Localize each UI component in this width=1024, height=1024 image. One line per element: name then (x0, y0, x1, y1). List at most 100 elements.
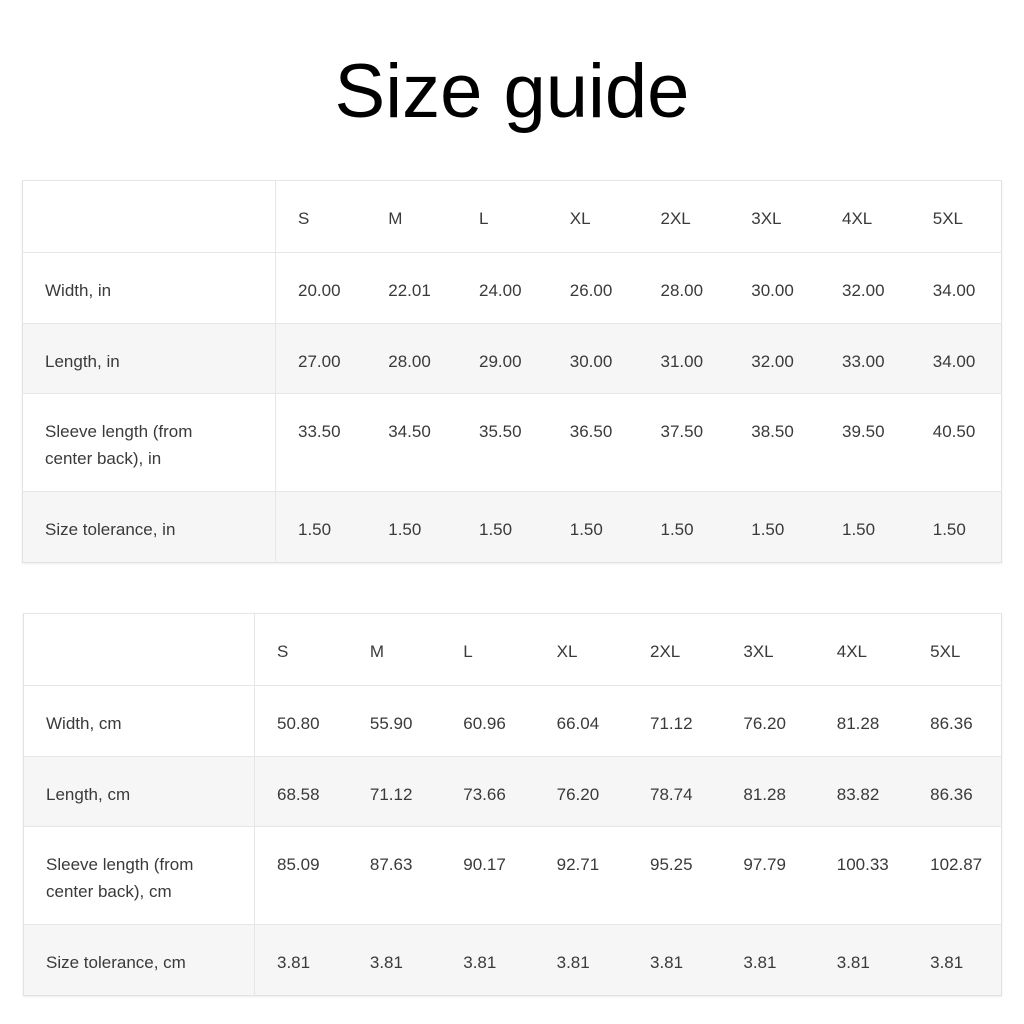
value-cell: 30.00 (729, 252, 820, 324)
value-cell: 28.00 (638, 252, 730, 324)
corner-cell (23, 613, 255, 686)
size-header: XL (547, 180, 639, 253)
table-row: Sleeve length (from center back), cm 85.0… (23, 826, 1002, 925)
value-cell: 81.28 (814, 685, 909, 757)
value-cell: 34.50 (366, 393, 457, 492)
row-label: Sleeve length (from center back), cm (23, 826, 255, 925)
table-row: Length, cm 68.58 71.12 73.66 76.20 78.74 81.28… (23, 756, 1002, 827)
size-header: 4XL (820, 180, 911, 253)
value-cell: 83.82 (814, 756, 909, 827)
value-cell: 24.00 (457, 252, 548, 324)
value-cell: 71.12 (347, 756, 442, 827)
size-table-inches: S M L XL 2XL 3XL 4XL 5XL Width, in 20.00 22.01 24.0… (22, 180, 1002, 563)
row-label: Width, cm (23, 685, 255, 757)
value-cell: 34.00 (910, 323, 1002, 394)
table-row: Size tolerance, in 1.50 1.50 1.50 1.50 1.50 1.… (22, 491, 1002, 563)
table-row: Width, in 20.00 22.01 24.00 26.00 28.00 30.00 3… (22, 252, 1002, 324)
header-row: S M L XL 2XL 3XL 4XL 5XL (23, 613, 1002, 686)
value-cell: 60.96 (441, 685, 535, 757)
size-header: L (457, 180, 548, 253)
value-cell: 55.90 (347, 685, 442, 757)
value-cell: 35.50 (457, 393, 548, 492)
header-row: S M L XL 2XL 3XL 4XL 5XL (22, 180, 1002, 253)
size-header: 2XL (638, 180, 730, 253)
row-label: Size tolerance, cm (23, 924, 255, 996)
value-cell: 38.50 (729, 393, 820, 492)
value-cell: 1.50 (820, 491, 911, 563)
value-cell: 95.25 (628, 826, 722, 925)
value-cell: 27.00 (275, 323, 367, 394)
value-cell: 87.63 (347, 826, 442, 925)
size-header: 3XL (729, 180, 820, 253)
value-cell: 1.50 (366, 491, 457, 563)
value-cell: 39.50 (820, 393, 911, 492)
value-cell: 1.50 (275, 491, 367, 563)
row-label: Size tolerance, in (22, 491, 276, 563)
size-header: S (254, 613, 348, 686)
value-cell: 33.50 (275, 393, 367, 492)
size-header: 4XL (814, 613, 909, 686)
value-cell: 66.04 (534, 685, 628, 757)
value-cell: 81.28 (721, 756, 815, 827)
value-cell: 76.20 (534, 756, 628, 827)
value-cell: 36.50 (547, 393, 639, 492)
size-header: 2XL (628, 613, 722, 686)
value-cell: 3.81 (347, 924, 442, 996)
value-cell: 1.50 (729, 491, 820, 563)
value-cell: 40.50 (910, 393, 1002, 492)
value-cell: 3.81 (908, 924, 1002, 996)
table-row: Sleeve length (from center back), in 33.5… (22, 393, 1002, 492)
size-header: M (347, 613, 442, 686)
value-cell: 31.00 (638, 323, 730, 394)
row-label: Width, in (22, 252, 276, 324)
value-cell: 100.33 (814, 826, 909, 925)
value-cell: 20.00 (275, 252, 367, 324)
value-cell: 37.50 (638, 393, 730, 492)
table-row: Length, in 27.00 28.00 29.00 30.00 31.00 32.00… (22, 323, 1002, 394)
value-cell: 92.71 (534, 826, 628, 925)
value-cell: 1.50 (457, 491, 548, 563)
value-cell: 32.00 (820, 252, 911, 324)
value-cell: 3.81 (534, 924, 628, 996)
value-cell: 29.00 (457, 323, 548, 394)
size-header: XL (534, 613, 628, 686)
table-row: Width, cm 50.80 55.90 60.96 66.04 71.12 76.20 8… (23, 685, 1002, 757)
row-label: Length, cm (23, 756, 255, 827)
value-cell: 33.00 (820, 323, 911, 394)
value-cell: 3.81 (721, 924, 815, 996)
value-cell: 102.87 (908, 826, 1002, 925)
size-header: M (366, 180, 457, 253)
row-label: Sleeve length (from center back), in (22, 393, 276, 492)
value-cell: 85.09 (254, 826, 348, 925)
value-cell: 86.36 (908, 756, 1002, 827)
page-title: Size guide (334, 49, 690, 134)
value-cell: 90.17 (441, 826, 535, 925)
size-header: 5XL (910, 180, 1002, 253)
value-cell: 3.81 (441, 924, 535, 996)
value-cell: 97.79 (721, 826, 815, 925)
corner-cell (22, 180, 276, 253)
size-header: S (275, 180, 367, 253)
size-header: 5XL (908, 613, 1002, 686)
value-cell: 78.74 (628, 756, 722, 827)
size-header: L (441, 613, 535, 686)
value-cell: 76.20 (721, 685, 815, 757)
value-cell: 1.50 (910, 491, 1002, 563)
size-table-cm: S M L XL 2XL 3XL 4XL 5XL Width, cm 50.80 55.90 60.9… (23, 613, 1002, 996)
value-cell: 30.00 (547, 323, 639, 394)
row-label: Length, in (22, 323, 276, 394)
value-cell: 28.00 (366, 323, 457, 394)
value-cell: 73.66 (441, 756, 535, 827)
value-cell: 32.00 (729, 323, 820, 394)
value-cell: 71.12 (628, 685, 722, 757)
value-cell: 1.50 (638, 491, 730, 563)
value-cell: 22.01 (366, 252, 457, 324)
value-cell: 1.50 (547, 491, 639, 563)
value-cell: 3.81 (254, 924, 348, 996)
value-cell: 26.00 (547, 252, 639, 324)
value-cell: 34.00 (910, 252, 1002, 324)
value-cell: 86.36 (908, 685, 1002, 757)
table-row: Size tolerance, cm 3.81 3.81 3.81 3.81 3.81 3.… (23, 924, 1002, 996)
size-header: 3XL (721, 613, 815, 686)
value-cell: 3.81 (628, 924, 722, 996)
